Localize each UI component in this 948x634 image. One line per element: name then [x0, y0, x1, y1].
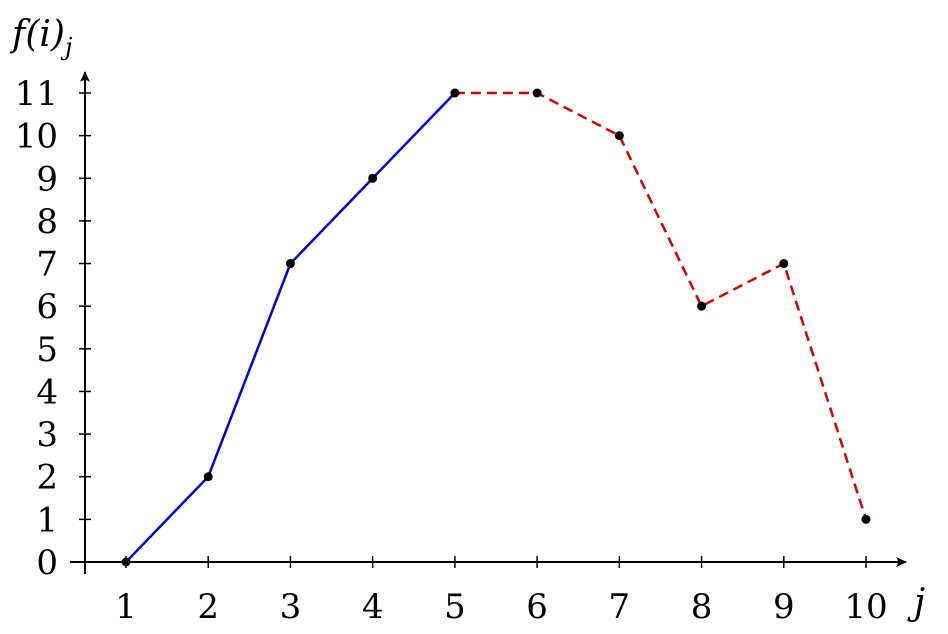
- x-ticks: 1 2 3 4 5 6 7 8 9 10: [115, 556, 888, 627]
- y-tick-label: 10: [15, 117, 58, 157]
- y-tick-label: 11: [15, 74, 58, 114]
- x-tick-label: 5: [444, 587, 466, 627]
- y-axis-label-main: f(i): [9, 14, 65, 55]
- x-tick-label: 8: [691, 587, 713, 627]
- y-tick-label: 6: [36, 287, 58, 327]
- series-lines: [125, 91, 868, 563]
- x-tick-label: 9: [773, 587, 795, 627]
- data-point: [614, 131, 624, 141]
- x-axis-label: j: [907, 582, 925, 623]
- x-tick-label: 3: [280, 587, 302, 627]
- y-tick-label: 0: [36, 543, 58, 583]
- data-point: [121, 557, 131, 567]
- y-tick-label: 7: [36, 245, 58, 285]
- data-points: [121, 88, 871, 567]
- data-point: [450, 88, 460, 98]
- x-tick-label: 7: [609, 587, 631, 627]
- y-axis-label: f(i)j: [9, 14, 73, 61]
- data-point: [697, 301, 707, 311]
- series-line-dashed: [454, 91, 868, 520]
- y-tick-label: 2: [36, 458, 58, 498]
- y-tick-label: 3: [36, 415, 58, 455]
- data-point: [368, 173, 378, 183]
- x-tick-label: 1: [115, 587, 137, 627]
- x-tick-label: 10: [844, 587, 887, 627]
- x-tick-label: 2: [197, 587, 219, 627]
- data-point: [861, 514, 871, 524]
- y-tick-label: 1: [36, 500, 58, 540]
- y-tick-label: 5: [36, 330, 58, 370]
- y-tick-label: 8: [36, 202, 58, 242]
- y-tick-label: 9: [36, 159, 58, 199]
- x-tick-label: 4: [362, 587, 384, 627]
- data-point: [285, 259, 295, 269]
- series-line-solid: [125, 92, 456, 563]
- data-point: [203, 472, 213, 482]
- x-tick-label: 6: [526, 587, 548, 627]
- data-point: [532, 88, 542, 98]
- y-tick-label: 4: [36, 372, 58, 412]
- data-point: [779, 259, 789, 269]
